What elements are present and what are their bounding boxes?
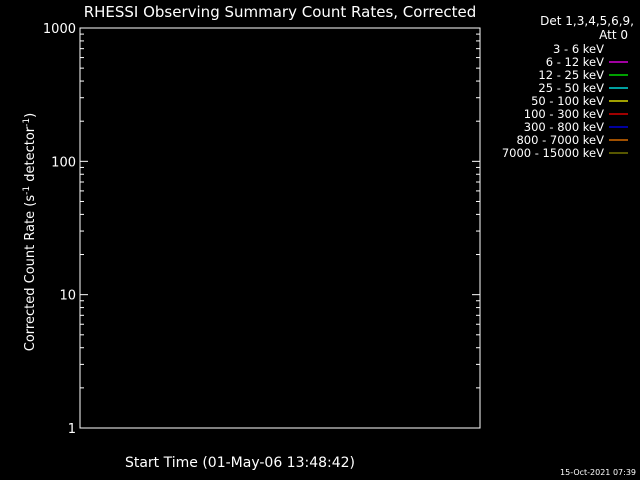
legend-label: 50 - 100 keV: [531, 94, 604, 108]
y-axis-label-sup2: -1: [22, 118, 32, 127]
legend-header-line-1: Det 1,3,4,5,6,9,: [540, 14, 634, 28]
legend-label: 12 - 25 keV: [538, 68, 604, 82]
y-axis-label-part2: detector: [23, 126, 38, 186]
y-axis-label-part1: Corrected Count Rate (s: [23, 195, 38, 352]
y-tick-label: 100: [51, 155, 76, 170]
legend-label: 6 - 12 keV: [546, 55, 604, 69]
y-tick-label: 1: [68, 422, 76, 437]
y-tick-labels: 1 10 100 1000: [43, 22, 76, 437]
legend-label: 800 - 7000 keV: [516, 133, 604, 147]
legend-header-line-2: Att 0: [599, 28, 628, 42]
y-axis-label: Corrected Count Rate (s-1 detector-1): [22, 113, 38, 351]
axis-ticks: [80, 33, 480, 429]
plot-frame: [79, 27, 481, 429]
x-axis-label: Start Time (01-May-06 13:48:42): [125, 455, 355, 471]
legend-label: 100 - 300 keV: [524, 107, 604, 121]
y-tick-label: 10: [59, 289, 76, 304]
timestamp: 15-Oct-2021 07:39: [560, 468, 636, 477]
legend-label: 7000 - 15000 keV: [502, 146, 604, 160]
y-tick-label: 1000: [43, 22, 76, 37]
y-axis-label-sup1: -1: [22, 186, 32, 195]
legend-label: 300 - 800 keV: [524, 120, 604, 134]
y-axis-label-part3: ): [23, 113, 38, 118]
legend-label: 25 - 50 keV: [538, 81, 604, 95]
legend-label: 3 - 6 keV: [553, 42, 604, 56]
chart-title: RHESSI Observing Summary Count Rates, Co…: [84, 3, 477, 21]
